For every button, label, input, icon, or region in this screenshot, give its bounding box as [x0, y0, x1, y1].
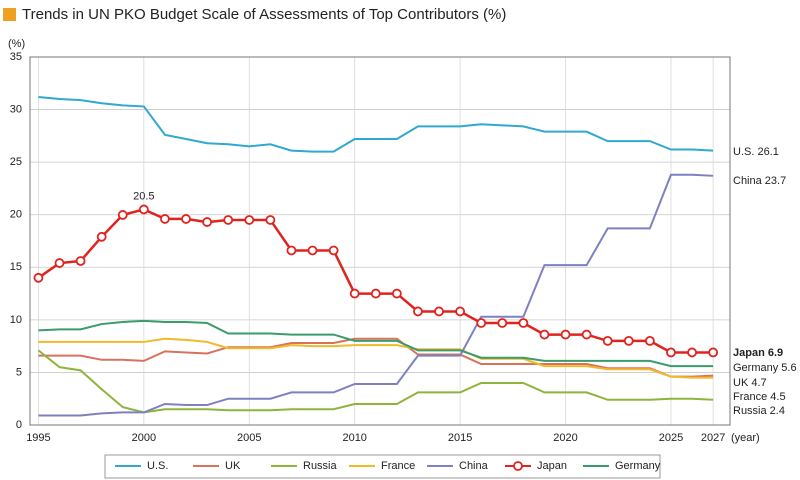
- x-tick-label: 2000: [132, 432, 156, 444]
- data-marker: [349, 288, 360, 299]
- data-marker: [539, 329, 550, 340]
- legend-marker: [513, 461, 523, 471]
- data-marker: [181, 214, 191, 224]
- x-tick-label: 2010: [342, 432, 366, 444]
- y-tick-label: 5: [16, 366, 22, 378]
- plot-frame: [29, 56, 731, 426]
- data-marker: [307, 245, 318, 256]
- series-line: [38, 337, 714, 379]
- data-marker: [75, 256, 86, 266]
- data-marker: [687, 347, 697, 358]
- data-marker: [244, 215, 255, 225]
- annotation: 20.5: [133, 190, 154, 202]
- legend-label: U.S.: [147, 460, 168, 472]
- legend-label: UK: [225, 460, 241, 472]
- data-marker: [54, 258, 65, 268]
- legend-label: Russia: [303, 460, 338, 472]
- data-marker: [560, 329, 571, 340]
- legend-label: China: [459, 460, 489, 472]
- x-tick-label: 2027: [701, 432, 725, 444]
- x-tick-label: 1995: [26, 432, 50, 444]
- y-tick-label: 0: [16, 419, 22, 431]
- data-marker: [434, 306, 444, 317]
- y-tick-label: 10: [10, 314, 22, 326]
- legend-label: Japan: [537, 460, 567, 472]
- data-marker: [518, 318, 529, 328]
- data-marker: [602, 335, 613, 346]
- data-marker: [644, 335, 655, 346]
- y-axis-label: (%): [8, 38, 25, 50]
- data-marker: [391, 288, 402, 299]
- data-marker: [370, 288, 381, 299]
- legend-label: France: [381, 460, 415, 472]
- data-marker: [96, 231, 107, 242]
- x-tick-label: 2020: [553, 432, 577, 444]
- legend-label: Germany: [615, 460, 661, 472]
- end-label: Germany 5.6: [733, 362, 797, 374]
- end-label: U.S. 26.1: [733, 146, 779, 158]
- x-tick-label: 2015: [448, 432, 472, 444]
- data-marker: [202, 217, 213, 227]
- end-label: Russia 2.4: [733, 405, 785, 417]
- y-tick-label: 15: [10, 261, 22, 273]
- x-tick-label: 2005: [237, 432, 261, 444]
- title-icon: [3, 8, 16, 21]
- chart-title: Trends in UN PKO Budget Scale of Assessm…: [22, 6, 506, 23]
- x-tick-label: 2025: [659, 432, 683, 444]
- data-marker: [265, 215, 276, 225]
- data-marker: [160, 214, 170, 224]
- y-tick-label: 25: [10, 156, 22, 168]
- data-marker: [117, 210, 128, 220]
- data-marker: [708, 347, 719, 358]
- data-marker: [286, 245, 297, 256]
- data-marker: [497, 318, 508, 328]
- end-label: China 23.7: [733, 175, 786, 187]
- end-label: UK 4.7: [733, 377, 767, 389]
- legend-box: [104, 454, 661, 479]
- series-line: [38, 173, 714, 417]
- data-marker: [623, 335, 634, 346]
- data-marker: [33, 272, 44, 283]
- y-tick-label: 30: [10, 103, 22, 115]
- data-marker: [328, 245, 339, 256]
- series-line: [37, 208, 714, 354]
- series-line: [38, 337, 714, 378]
- data-marker: [223, 215, 234, 225]
- y-tick-label: 20: [10, 209, 22, 221]
- y-tick-label: 35: [10, 51, 22, 63]
- end-label: France 4.5: [733, 391, 786, 403]
- data-marker: [413, 306, 423, 317]
- end-label: Japan 6.9: [733, 347, 783, 359]
- data-marker: [476, 318, 487, 328]
- data-marker: [455, 306, 466, 317]
- series-line: [37, 349, 714, 414]
- data-marker: [666, 347, 676, 358]
- x-axis-label: (year): [731, 432, 760, 444]
- series-line: [38, 95, 714, 153]
- data-marker: [581, 329, 592, 340]
- series-line: [38, 319, 714, 368]
- data-marker: [138, 204, 149, 215]
